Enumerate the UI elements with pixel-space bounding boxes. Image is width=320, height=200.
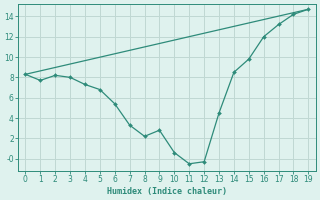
X-axis label: Humidex (Indice chaleur): Humidex (Indice chaleur): [107, 187, 227, 196]
